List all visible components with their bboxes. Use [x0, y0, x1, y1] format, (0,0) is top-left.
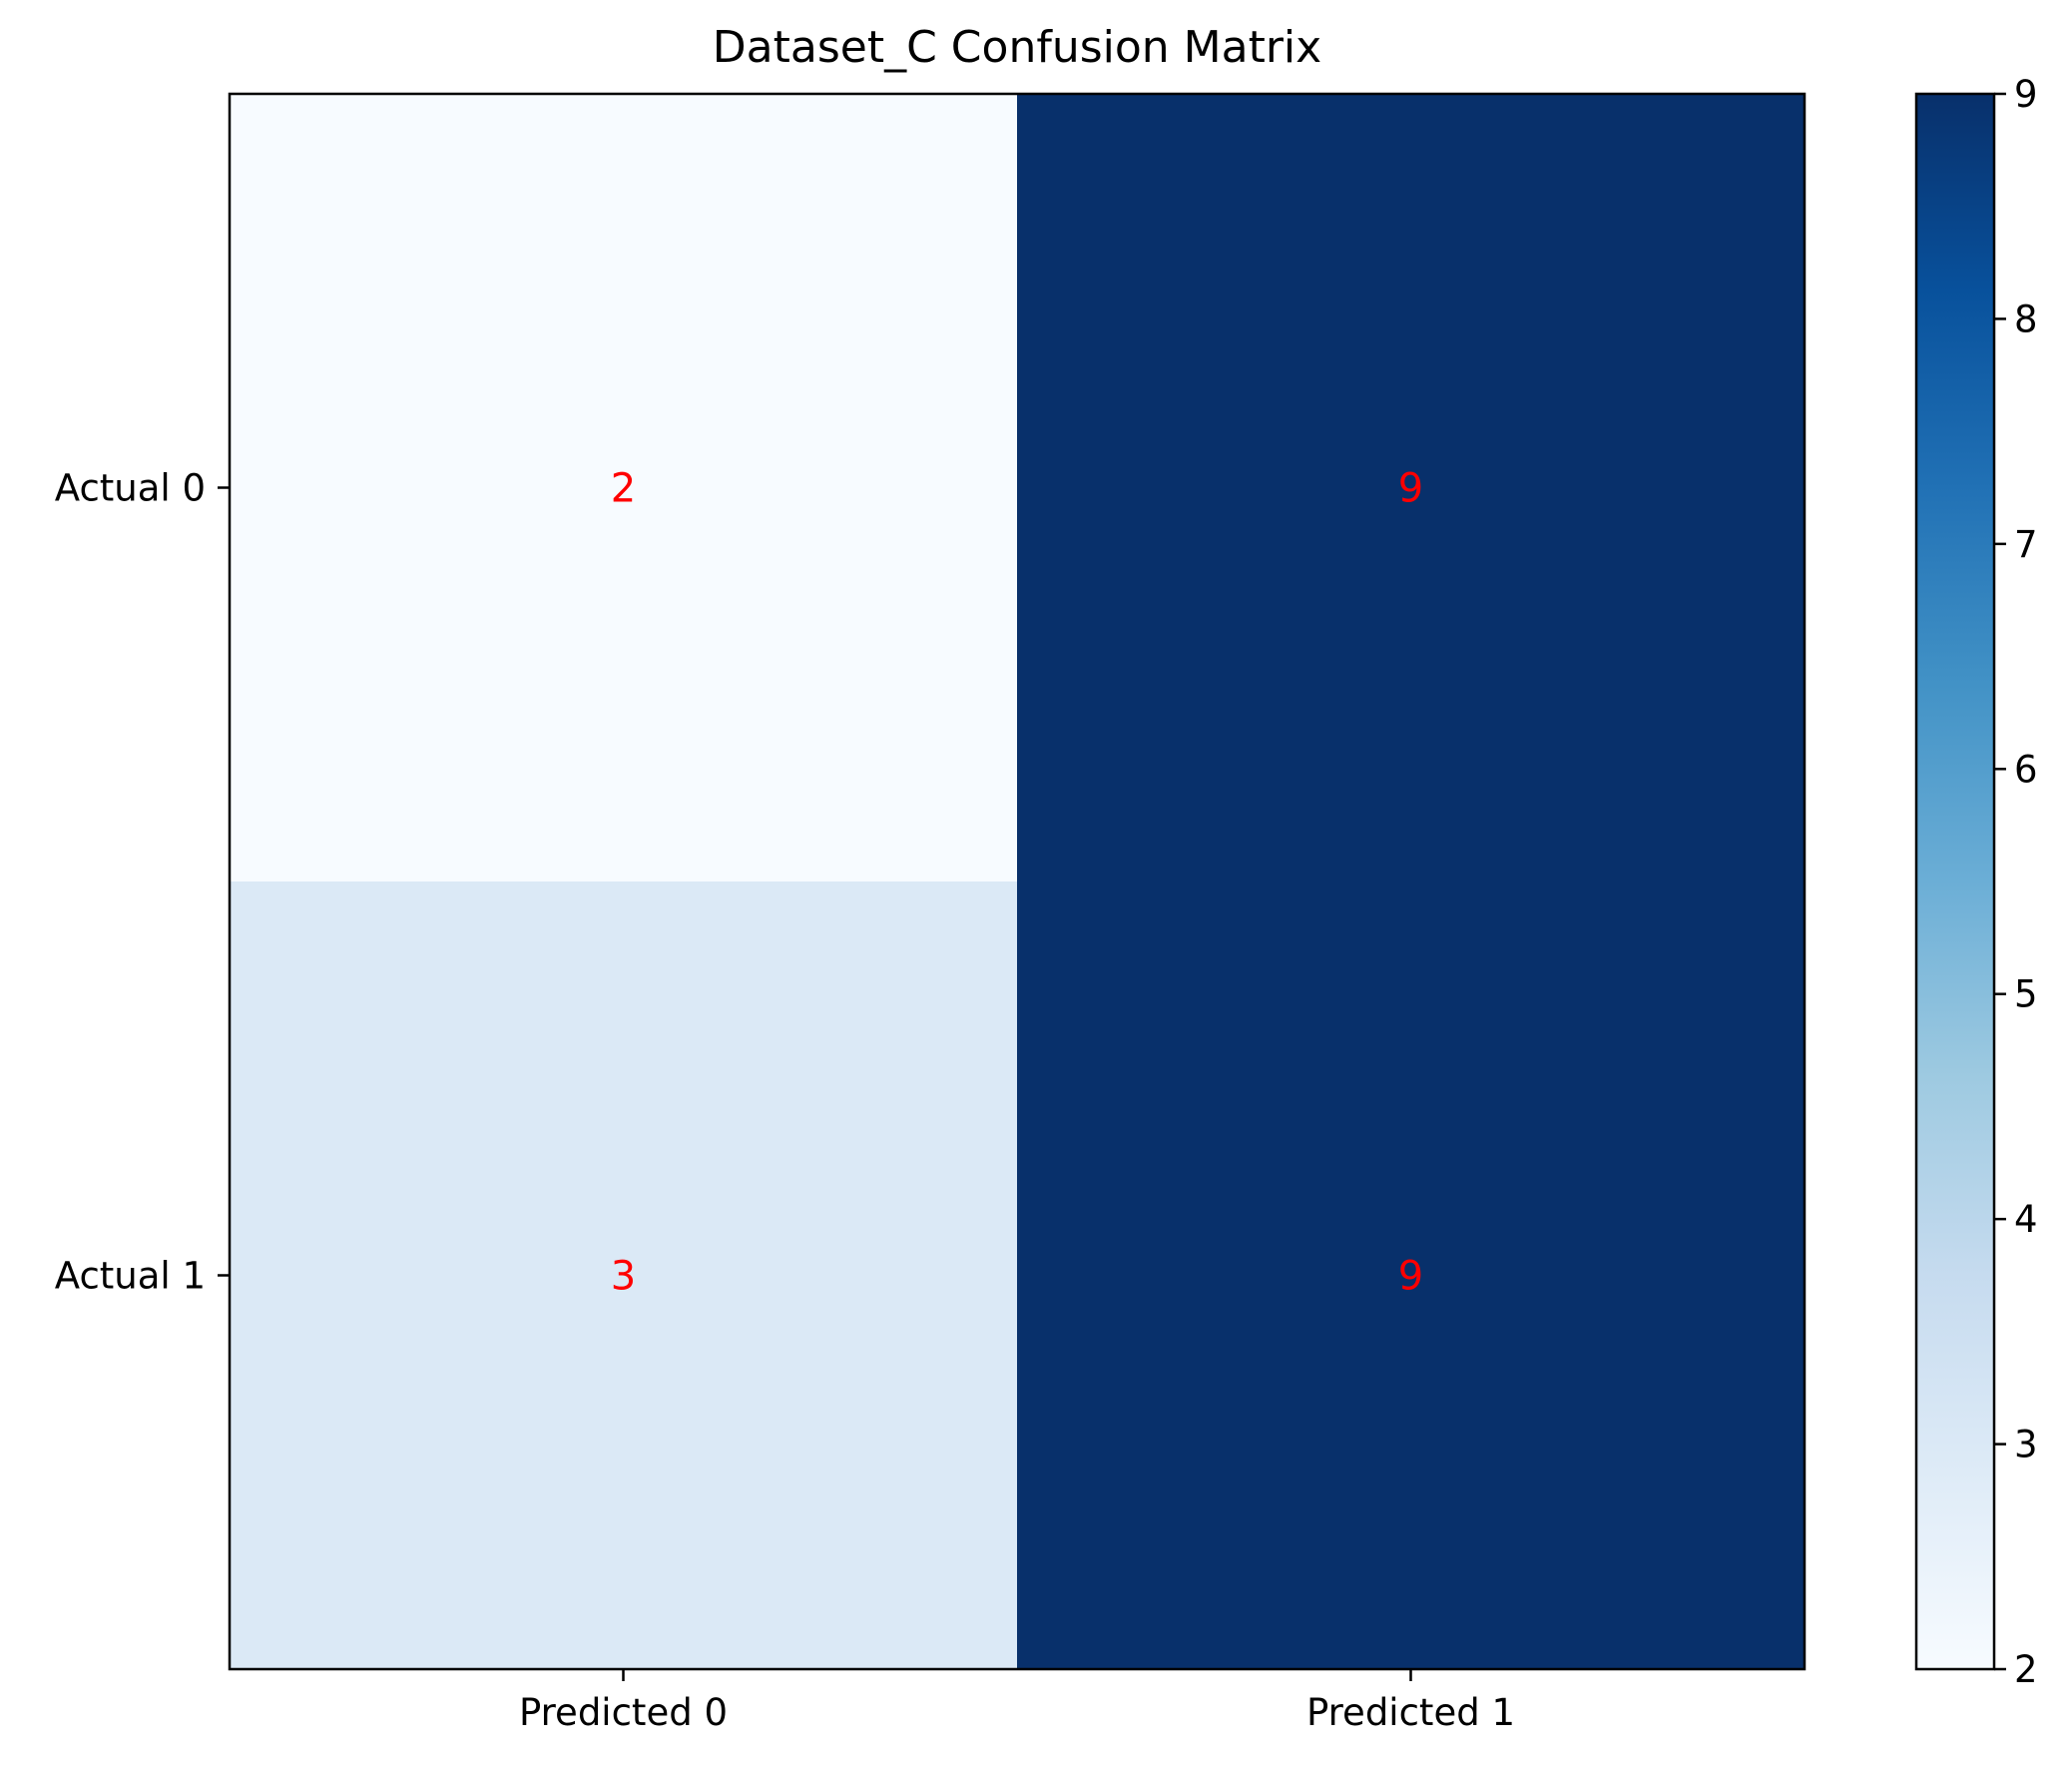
colorbar [1914, 92, 1996, 1671]
x-tick-label: Predicted 1 [1306, 1691, 1515, 1734]
colorbar-tick-label: 2 [2014, 1648, 2038, 1691]
colorbar-tick-label: 5 [2014, 973, 2038, 1016]
heatmap-cells [230, 94, 1805, 1669]
plot-frame [228, 92, 1807, 1671]
colorbar-tick-label: 9 [2014, 73, 2038, 116]
x-axis: Predicted 0 Predicted 1 [519, 1669, 1515, 1734]
colorbar-tick-label: 3 [2014, 1424, 2038, 1467]
x-tick-label: Predicted 0 [519, 1691, 728, 1734]
chart-title: Dataset_C Confusion Matrix [713, 22, 1321, 73]
y-tick-label: Actual 0 [55, 467, 206, 510]
heatmap-cell [230, 882, 1017, 1669]
cell-value-label: 9 [1398, 466, 1423, 512]
colorbar-tick-label: 6 [2014, 748, 2038, 791]
cell-value-labels: 2 9 3 9 [611, 466, 1423, 1300]
colorbar-tick-label: 8 [2014, 297, 2038, 340]
colorbar-tick-label: 7 [2014, 523, 2038, 566]
heatmap-cell [230, 94, 1017, 882]
colorbar-tick-label: 4 [2014, 1198, 2038, 1241]
cell-value-label: 2 [611, 466, 636, 512]
colorbar-axis: 2 3 4 5 6 7 8 9 [1994, 73, 2038, 1691]
y-tick-label: Actual 1 [55, 1255, 206, 1298]
y-axis: Actual 0 Actual 1 [55, 467, 230, 1298]
cell-value-label: 9 [1398, 1254, 1423, 1300]
heatmap-cell [1017, 882, 1805, 1669]
cell-value-label: 3 [611, 1254, 636, 1300]
heatmap-cell [1017, 94, 1805, 882]
